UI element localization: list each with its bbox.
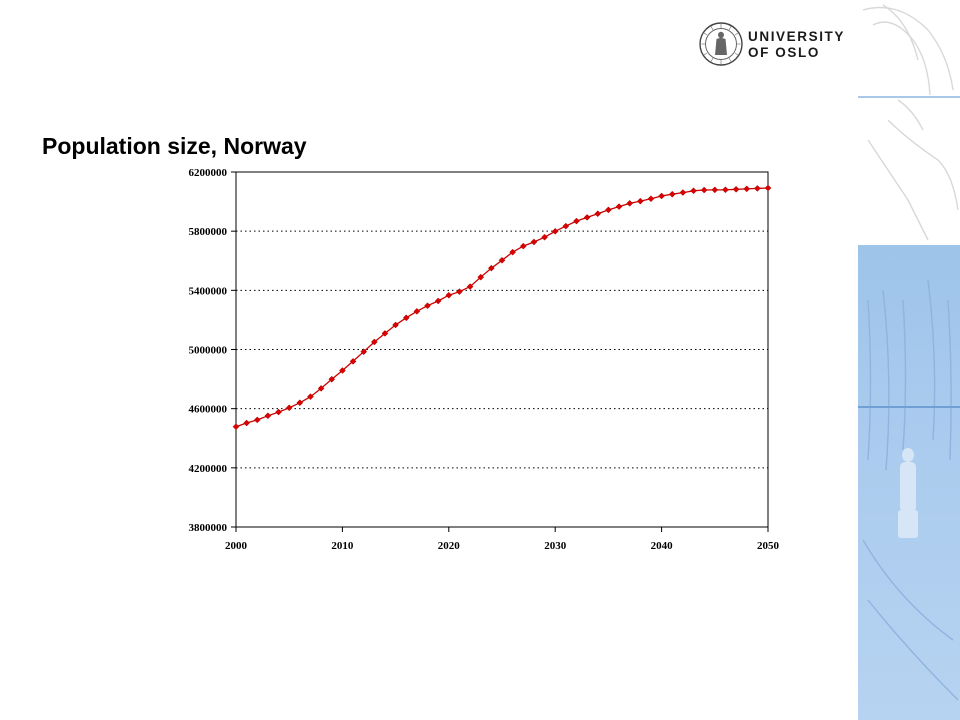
data-point-marker — [328, 375, 336, 383]
data-point-marker — [434, 297, 442, 305]
data-point-marker — [317, 385, 325, 392]
x-tick-label: 2010 — [331, 540, 354, 552]
x-tick-label: 2030 — [544, 540, 567, 552]
x-tick-label: 2000 — [225, 540, 248, 552]
data-point-marker — [232, 423, 240, 431]
data-point-marker — [690, 187, 697, 195]
data-point-marker — [551, 227, 559, 235]
logo-text-line2: OF OSLO — [748, 45, 820, 60]
slide-title: Population size, Norway — [42, 133, 307, 159]
data-point-marker — [424, 302, 431, 310]
data-point-marker — [296, 399, 304, 407]
data-point-marker — [573, 217, 580, 225]
data-point-marker — [754, 185, 761, 192]
data-point-marker — [466, 283, 474, 290]
university-logo: UNIVERSITY OF OSLO — [698, 20, 848, 70]
university-seal-icon — [699, 22, 743, 66]
y-tick-label: 5000000 — [189, 345, 228, 357]
y-tick-label: 4600000 — [189, 404, 228, 416]
data-point-marker — [275, 408, 282, 416]
data-point-marker — [658, 192, 665, 200]
y-tick-label: 5800000 — [189, 226, 228, 238]
data-point-marker — [243, 419, 250, 427]
x-tick-label: 2050 — [757, 540, 780, 552]
data-point-marker — [732, 185, 740, 193]
data-point-marker — [477, 273, 485, 281]
data-point-marker — [711, 186, 719, 194]
data-point-marker — [594, 210, 602, 218]
decorative-side-panel — [858, 0, 960, 720]
data-point-marker — [488, 264, 495, 272]
data-point-marker — [530, 238, 538, 246]
data-point-marker — [541, 233, 548, 241]
y-tick-label: 5400000 — [189, 285, 228, 297]
data-point-marker — [498, 256, 506, 264]
data-point-marker — [743, 185, 751, 193]
data-point-marker — [764, 184, 772, 192]
data-point-marker — [668, 190, 676, 198]
data-point-marker — [413, 307, 421, 315]
data-point-marker — [349, 357, 357, 365]
data-point-marker — [360, 348, 368, 356]
data-point-marker — [339, 367, 346, 374]
data-point-marker — [722, 186, 729, 194]
data-point-marker — [605, 206, 612, 214]
x-tick-label: 2040 — [651, 540, 674, 552]
data-point-marker — [381, 330, 389, 337]
panel-divider-line — [858, 406, 960, 408]
data-point-marker — [307, 393, 314, 401]
data-point-marker — [445, 291, 453, 299]
population-series-line — [235, 187, 769, 428]
data-point-marker — [519, 242, 527, 250]
data-point-marker — [402, 314, 410, 322]
data-point-marker — [253, 416, 261, 424]
data-point-marker — [392, 321, 399, 329]
population-line-chart: 3800000 4200000 4600000 5000000 5400000 58000… — [189, 167, 780, 552]
data-point-marker — [370, 338, 378, 346]
data-point-marker — [636, 197, 644, 205]
x-tick-label: 2020 — [438, 540, 461, 552]
data-point-marker — [562, 222, 570, 230]
data-point-marker — [626, 200, 634, 207]
data-point-marker — [679, 189, 687, 196]
y-tick-label: 6200000 — [189, 167, 228, 179]
data-point-marker — [456, 288, 463, 296]
data-point-marker — [700, 186, 708, 194]
statue-relief-image — [862, 4, 959, 701]
panel-divider-line — [858, 96, 960, 98]
y-tick-label: 4200000 — [189, 463, 228, 475]
data-point-marker — [509, 248, 516, 256]
data-point-marker — [647, 195, 655, 203]
data-point-marker — [615, 203, 623, 210]
y-tick-label: 3800000 — [189, 522, 228, 534]
data-point-marker — [583, 214, 591, 221]
side-panel-top — [858, 0, 960, 245]
data-point-marker — [285, 404, 293, 412]
data-point-marker — [264, 412, 272, 420]
logo-text-line1: UNIVERSITY — [748, 29, 846, 44]
